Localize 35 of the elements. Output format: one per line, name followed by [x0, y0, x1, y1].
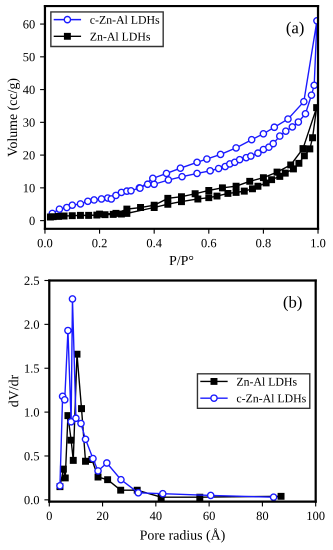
- annotation: (b): [284, 296, 302, 312]
- y-tick-label: 2.5: [24, 276, 40, 286]
- y-tick-label: 40: [22, 86, 35, 94]
- legend-label: c-Zn-Al LDHs: [90, 16, 160, 24]
- y-tick-label: 0: [29, 216, 35, 226]
- y-tick-label: 0.0: [24, 496, 40, 504]
- annotation: (a): [286, 22, 304, 37]
- x-tick-label: 0.4: [146, 238, 162, 248]
- y-tick-label: 20: [23, 151, 35, 160]
- legend-label: Zn-Al LDHs: [236, 377, 297, 386]
- y-tick-label: 1.0: [25, 408, 40, 417]
- x-tick-label: 20: [96, 512, 108, 520]
- y-tick-label: 60: [23, 20, 35, 29]
- x-tick-label: 0.0: [38, 238, 52, 248]
- y-tick-label: 50: [23, 52, 35, 62]
- x-axis-title: Pore radius (Å): [140, 528, 225, 543]
- y-axis-title: dV/dr: [8, 374, 18, 407]
- x-tick-label: 80: [256, 512, 268, 520]
- y-tick-label: 10: [24, 184, 35, 192]
- x-tick-label: 40: [150, 512, 162, 520]
- x-tick-label: 60: [203, 512, 215, 520]
- legend-label: c-Zn-Al LDHs: [236, 394, 306, 402]
- x-axis-title: P/P°: [169, 256, 194, 266]
- y-tick-label: 2.0: [24, 320, 40, 329]
- x-tick-label: 100: [307, 512, 325, 520]
- y-tick-label: 1.5: [25, 364, 40, 373]
- y-axis-title: Volume (cc/g): [7, 78, 20, 157]
- x-tick-label: 0: [46, 512, 52, 520]
- y-tick-label: 30: [23, 118, 35, 127]
- x-tick-label: 1.0: [311, 238, 326, 248]
- x-tick-label: 0.6: [201, 238, 216, 248]
- legend-label: Zn-Al LDHs: [90, 32, 150, 41]
- x-tick-label: 0.8: [256, 238, 271, 248]
- y-tick-label: 0.5: [24, 452, 40, 460]
- x-tick-label: 0.2: [92, 238, 107, 248]
